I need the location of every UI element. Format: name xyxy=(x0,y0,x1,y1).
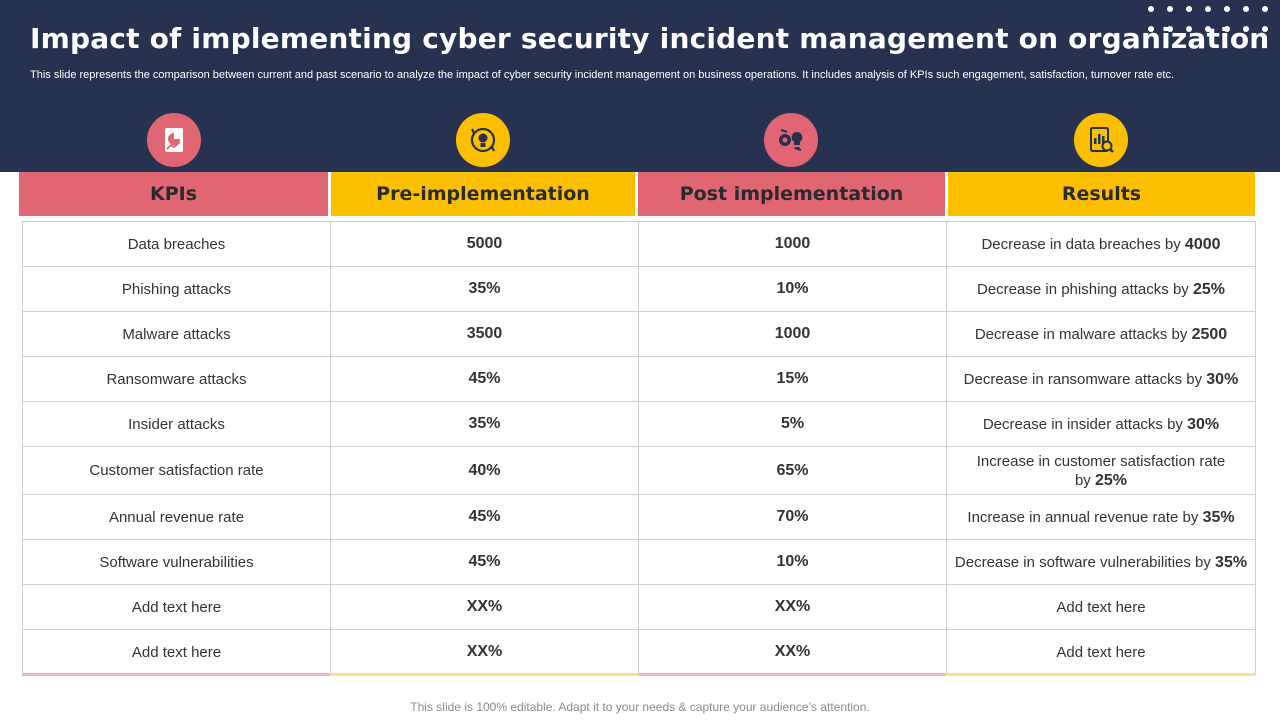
pre-cell: XX% xyxy=(330,585,638,629)
pre-cell: 5000 xyxy=(330,222,638,266)
result-cell: Increase in customer satisfaction rate b… xyxy=(946,447,1256,494)
result-cell: Increase in annual revenue rate by 35% xyxy=(946,495,1256,539)
result-cell: Decrease in insider attacks by 30% xyxy=(946,402,1256,446)
result-cell: Decrease in software vulnerabilities by … xyxy=(946,540,1256,584)
result-cell: Add text here xyxy=(946,585,1256,629)
result-cell: Decrease in phishing attacks by 25% xyxy=(946,267,1256,311)
post-cell: XX% xyxy=(638,585,946,629)
pre-cell: 35% xyxy=(330,402,638,446)
kpi-cell: Data breaches xyxy=(22,222,330,266)
kpi-cell: Malware attacks xyxy=(22,312,330,356)
kpi-table: Data breaches 5000 1000 Decrease in data… xyxy=(22,221,1256,674)
table-row: Software vulnerabilities 45% 10% Decreas… xyxy=(22,540,1256,585)
header-pre-implementation: Pre-implementation xyxy=(331,172,635,216)
post-cell: 1000 xyxy=(638,222,946,266)
table-row: Insider attacks 35% 5% Decrease in insid… xyxy=(22,402,1256,447)
table-row: Malware attacks 3500 1000 Decrease in ma… xyxy=(22,312,1256,357)
post-cell: 1000 xyxy=(638,312,946,356)
post-cell: 10% xyxy=(638,540,946,584)
header-post-implementation: Post implementation xyxy=(638,172,945,216)
pre-cell: 45% xyxy=(330,357,638,401)
result-cell: Decrease in ransomware attacks by 30% xyxy=(946,357,1256,401)
pre-cell: XX% xyxy=(330,630,638,674)
kpi-cell: Add text here xyxy=(22,585,330,629)
kpi-cell: Customer satisfaction rate xyxy=(22,447,330,494)
post-cell: XX% xyxy=(638,630,946,674)
report-search-icon xyxy=(1074,113,1128,167)
kpi-cell: Software vulnerabilities xyxy=(22,540,330,584)
table-bottom-accent xyxy=(22,673,1256,676)
pre-cell: 45% xyxy=(330,495,638,539)
pre-cell: 3500 xyxy=(330,312,638,356)
result-cell: Decrease in malware attacks by 2500 xyxy=(946,312,1256,356)
header-kpis: KPIs xyxy=(19,172,328,216)
table-row: Data breaches 5000 1000 Decrease in data… xyxy=(22,222,1256,267)
table-row: Add text here XX% XX% Add text here xyxy=(22,585,1256,630)
post-cell: 10% xyxy=(638,267,946,311)
decorative-dots xyxy=(1148,6,1278,36)
table-row: Customer satisfaction rate 40% 65% Incre… xyxy=(22,447,1256,495)
post-cell: 65% xyxy=(638,447,946,494)
result-cell: Decrease in data breaches by 4000 xyxy=(946,222,1256,266)
post-cell: 70% xyxy=(638,495,946,539)
table-row: Annual revenue rate 45% 70% Increase in … xyxy=(22,495,1256,540)
header-results: Results xyxy=(948,172,1255,216)
kpi-cell: Phishing attacks xyxy=(22,267,330,311)
result-cell: Add text here xyxy=(946,630,1256,674)
kpi-cell: Ransomware attacks xyxy=(22,357,330,401)
page-title: Impact of implementing cyber security in… xyxy=(30,22,1270,55)
pre-cell: 35% xyxy=(330,267,638,311)
kpi-cell: Add text here xyxy=(22,630,330,674)
table-row: Phishing attacks 35% 10% Decrease in phi… xyxy=(22,267,1256,312)
settings-bulb-icon xyxy=(764,113,818,167)
pre-cell: 45% xyxy=(330,540,638,584)
table-row: Ransomware attacks 45% 15% Decrease in r… xyxy=(22,357,1256,402)
post-cell: 5% xyxy=(638,402,946,446)
header-banner xyxy=(0,0,1280,172)
kpi-cell: Annual revenue rate xyxy=(22,495,330,539)
table-row: Add text here XX% XX% Add text here xyxy=(22,630,1256,674)
kpi-cell: Insider attacks xyxy=(22,402,330,446)
footer-note: This slide is 100% editable. Adapt it to… xyxy=(410,700,870,714)
page-subtitle: This slide represents the comparison bet… xyxy=(30,69,1174,81)
document-chart-icon xyxy=(147,113,201,167)
pre-cell: 40% xyxy=(330,447,638,494)
post-cell: 15% xyxy=(638,357,946,401)
gear-idea-icon xyxy=(456,113,510,167)
